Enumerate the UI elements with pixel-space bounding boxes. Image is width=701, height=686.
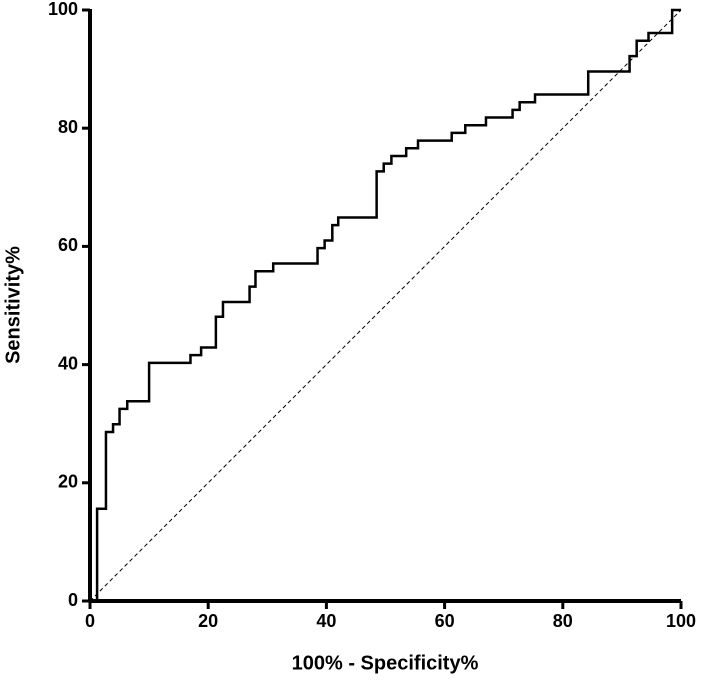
reference-line bbox=[89, 9, 682, 602]
roc-curve bbox=[95, 8, 681, 601]
y-tick-label: 40 bbox=[58, 353, 78, 373]
y-axis-title: Sensitivity% bbox=[2, 246, 24, 364]
y-tick-label: 0 bbox=[68, 590, 78, 610]
y-tick-label: 80 bbox=[58, 117, 78, 137]
x-axis-title: 100% - Specificity% bbox=[292, 652, 479, 674]
y-tick-label: 60 bbox=[58, 235, 78, 255]
y-tick-label: 20 bbox=[58, 472, 78, 492]
x-tick-label: 60 bbox=[435, 611, 455, 631]
y-tick-label: 100 bbox=[48, 0, 78, 19]
x-tick-label: 40 bbox=[316, 611, 336, 631]
x-tick-label: 80 bbox=[553, 611, 573, 631]
x-tick-label: 0 bbox=[85, 611, 95, 631]
x-tick-label: 20 bbox=[198, 611, 218, 631]
x-tick-label: 100 bbox=[666, 611, 696, 631]
